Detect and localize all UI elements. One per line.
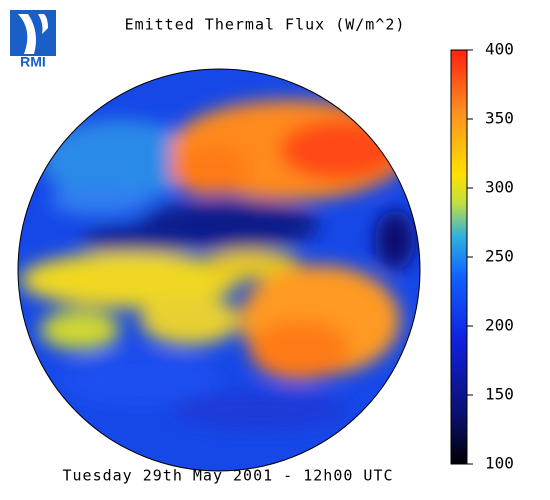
colorbar-tick-label: 400 <box>485 40 514 59</box>
colorbar-tick-label: 250 <box>485 247 514 266</box>
colorbar-tick-label: 200 <box>485 316 514 335</box>
logo-text: RMI <box>20 54 46 70</box>
logo: RMI <box>10 10 56 70</box>
title: Emitted Thermal Flux (W/m^2) <box>125 16 406 34</box>
colorbar-tick-label: 300 <box>485 178 514 197</box>
colorbar <box>450 49 468 465</box>
colorbar-tick-label: 150 <box>485 385 514 404</box>
colorbar-tick-label: 100 <box>485 454 514 473</box>
footer: Tuesday 29th May 2001 - 12h00 UTC <box>62 467 393 485</box>
colorbar-tick-label: 350 <box>485 109 514 128</box>
earth-disc <box>17 68 421 472</box>
